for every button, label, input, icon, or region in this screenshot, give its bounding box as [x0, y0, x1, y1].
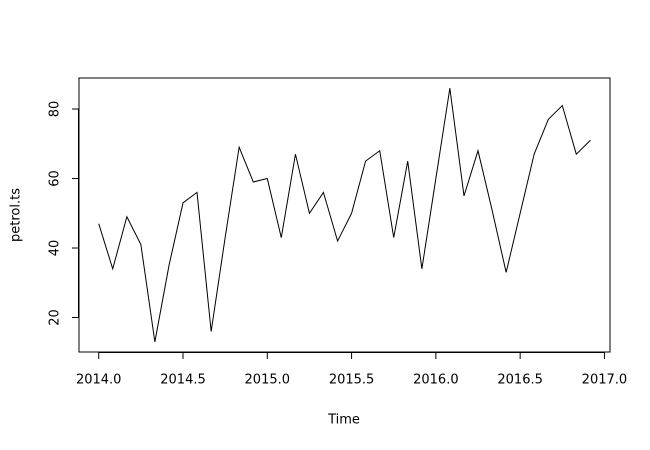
x-axis-label: Time: [327, 413, 360, 428]
x-tick-label: 2015.5: [329, 373, 375, 388]
x-tick-label: 2014.5: [160, 373, 206, 388]
x-tick-label: 2016.0: [413, 373, 459, 388]
y-tick-label: 20: [48, 309, 63, 326]
y-tick-label: 80: [47, 101, 62, 118]
x-tick-label: 2015.0: [245, 373, 291, 388]
x-tick-label: 2016.5: [497, 373, 543, 388]
y-tick-label: 40: [48, 240, 63, 257]
x-tick-label: 2014.0: [76, 373, 122, 388]
y-tick-label: 60: [48, 170, 63, 187]
x-tick-label: 2017.0: [582, 373, 628, 388]
plot-box: [78, 77, 611, 353]
y-axis-label: petrol.ts: [9, 188, 24, 242]
series-line: [98, 88, 591, 342]
